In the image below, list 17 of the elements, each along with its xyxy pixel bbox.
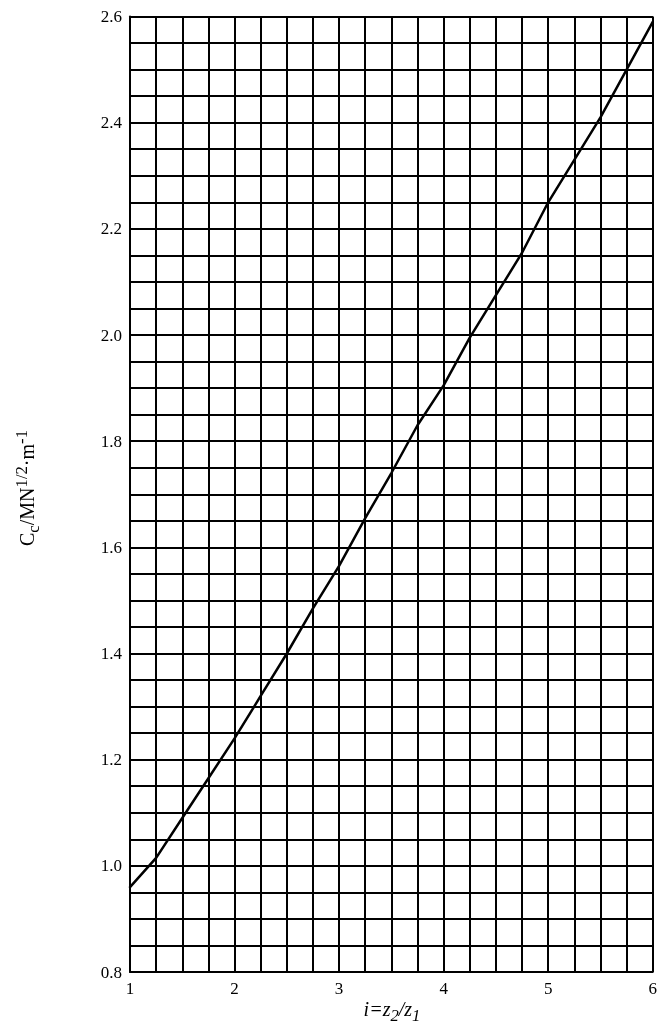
x-tick-label: 2 [230, 979, 239, 998]
x-tick-label: 3 [334, 979, 344, 998]
y-tick-label: 2.4 [100, 113, 123, 133]
y-tick-label: 2.2 [100, 219, 122, 239]
y-tick-label: 1.0 [100, 856, 122, 876]
y-tick-label: 0.8 [100, 962, 122, 982]
x-tick-label: 5 [543, 979, 553, 998]
y-tick-label: 1.6 [100, 537, 122, 557]
y-tick-label: 2.6 [100, 7, 122, 26]
x-axis-title: i=z$_{2}$/z$_{1}$ [362, 998, 422, 1026]
y-tick-label: 1.8 [100, 431, 122, 451]
y-tick-label: 1.2 [100, 750, 122, 770]
x-tick-label: 1 [125, 979, 135, 998]
y-tick-label: 2.0 [100, 325, 122, 345]
y-tick-label: 1.4 [100, 644, 123, 663]
x-tick-label: 6 [648, 979, 657, 998]
x-tick-label: 4 [439, 979, 449, 998]
